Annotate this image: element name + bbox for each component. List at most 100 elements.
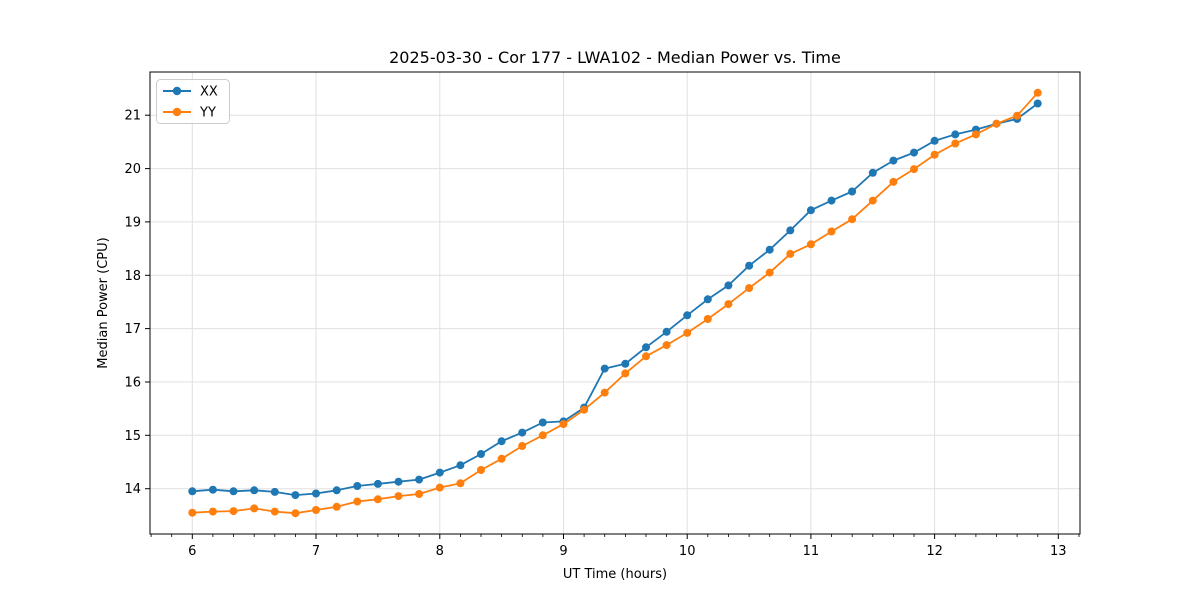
data-point-yy bbox=[930, 150, 939, 159]
legend-marker-xx bbox=[172, 86, 182, 96]
data-point-xx bbox=[1033, 99, 1042, 108]
data-point-xx bbox=[642, 343, 650, 352]
data-point-yy bbox=[497, 454, 506, 463]
data-point-yy bbox=[621, 369, 630, 378]
plot-border bbox=[149, 71, 1081, 535]
data-point-xx bbox=[456, 461, 465, 470]
data-point-yy bbox=[951, 139, 960, 148]
data-point-xx bbox=[662, 327, 671, 336]
legend: XX YY bbox=[156, 79, 230, 124]
data-point-xx bbox=[910, 148, 918, 157]
chart-title: 2025-03-30 - Cor 177 - LWA102 - Median P… bbox=[389, 48, 841, 67]
data-point-yy bbox=[765, 268, 774, 277]
data-point-yy bbox=[1033, 88, 1042, 97]
data-point-xx bbox=[806, 206, 815, 215]
data-point-yy bbox=[373, 495, 382, 504]
y-tick-label: 17 bbox=[124, 322, 141, 337]
x-tick-label: 8 bbox=[436, 544, 444, 559]
data-point-xx bbox=[188, 487, 197, 496]
data-point-yy bbox=[353, 497, 362, 506]
data-point-xx bbox=[518, 428, 527, 437]
y-tick-label: 14 bbox=[124, 482, 141, 497]
data-point-xx bbox=[930, 136, 939, 145]
data-point-xx bbox=[786, 226, 795, 235]
data-point-yy bbox=[312, 506, 320, 514]
x-tick-label: 11 bbox=[803, 544, 820, 559]
data-point-yy bbox=[703, 315, 712, 323]
data-point-yy bbox=[580, 405, 589, 414]
data-point-xx bbox=[291, 491, 300, 500]
data-point-xx bbox=[312, 489, 320, 498]
data-point-yy bbox=[435, 483, 444, 492]
data-point-xx bbox=[827, 196, 836, 205]
y-tick-label: 18 bbox=[124, 269, 141, 284]
x-tick-label: 10 bbox=[679, 544, 696, 559]
x-tick-label: 9 bbox=[559, 544, 567, 559]
y-axis-label: Median Power (CPU) bbox=[96, 237, 111, 368]
data-point-yy bbox=[600, 388, 609, 397]
data-point-yy bbox=[786, 249, 795, 258]
data-point-yy bbox=[332, 502, 341, 511]
data-point-yy bbox=[683, 328, 692, 337]
data-point-xx bbox=[435, 468, 444, 477]
series-line-yy bbox=[192, 92, 1039, 515]
data-point-xx bbox=[703, 295, 712, 304]
series-line-xx bbox=[192, 102, 1039, 497]
y-tick-label: 15 bbox=[124, 429, 141, 444]
x-tick-label: 12 bbox=[926, 544, 943, 559]
tick-labels: 6 7 8 9 10 11 12 13 14 15 16 17 18 19 20 21 bbox=[124, 109, 1066, 559]
data-point-xx bbox=[951, 130, 960, 139]
data-point-xx bbox=[373, 479, 382, 488]
y-tick-label: 16 bbox=[124, 376, 141, 391]
data-point-xx bbox=[538, 418, 547, 427]
data-point-yy bbox=[559, 420, 568, 429]
data-point-yy bbox=[415, 490, 424, 498]
data-point-yy bbox=[889, 177, 898, 186]
data-point-yy bbox=[848, 215, 857, 224]
legend-entry-xx: XX bbox=[163, 85, 218, 100]
data-point-yy bbox=[971, 130, 980, 139]
data-point-yy bbox=[538, 431, 547, 440]
data-point-yy bbox=[188, 508, 197, 517]
data-point-xx bbox=[724, 281, 733, 290]
data-point-yy bbox=[250, 504, 259, 513]
data-point-xx bbox=[868, 168, 877, 177]
x-tick-label: 7 bbox=[312, 544, 320, 559]
legend-label-yy: YY bbox=[199, 106, 216, 121]
data-point-yy bbox=[806, 240, 815, 249]
y-tick-label: 21 bbox=[124, 109, 141, 124]
data-point-yy bbox=[1013, 111, 1022, 120]
legend-marker-yy bbox=[172, 107, 182, 117]
data-point-yy bbox=[456, 479, 465, 488]
data-point-xx bbox=[848, 187, 857, 196]
data-point-xx bbox=[889, 156, 898, 165]
data-point-yy bbox=[394, 492, 403, 501]
y-tick-label: 20 bbox=[124, 162, 141, 177]
data-point-xx bbox=[415, 475, 424, 484]
data-point-xx bbox=[621, 359, 630, 368]
data-point-yy bbox=[724, 300, 733, 309]
data-point-yy bbox=[642, 352, 650, 361]
data-point-xx bbox=[394, 477, 403, 486]
data-point-xx bbox=[600, 364, 609, 373]
data-point-xx bbox=[332, 486, 341, 495]
data-point-yy bbox=[662, 341, 671, 350]
legend-label-xx: XX bbox=[200, 85, 218, 100]
data-point-yy bbox=[477, 466, 485, 474]
x-tick-label: 6 bbox=[188, 544, 196, 559]
data-point-xx bbox=[683, 311, 692, 320]
legend-box bbox=[156, 79, 230, 124]
data-point-xx bbox=[765, 245, 774, 254]
data-point-xx bbox=[497, 437, 506, 446]
data-point-yy bbox=[827, 227, 836, 236]
legend-entry-yy: YY bbox=[163, 106, 216, 121]
data-point-yy bbox=[291, 509, 300, 518]
data-point-yy bbox=[992, 119, 1001, 128]
y-tick-label: 19 bbox=[124, 215, 141, 230]
axes bbox=[145, 71, 1081, 539]
data-point-xx bbox=[477, 450, 485, 458]
data-point-xx bbox=[270, 487, 279, 496]
data-point-xx bbox=[250, 486, 259, 495]
